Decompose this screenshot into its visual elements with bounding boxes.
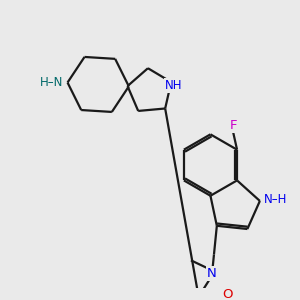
Text: H–N: H–N — [40, 76, 64, 89]
Text: NH: NH — [165, 80, 183, 92]
Text: N–H: N–H — [263, 194, 287, 206]
Text: F: F — [230, 119, 237, 132]
Text: O: O — [222, 288, 232, 300]
Text: N: N — [207, 267, 217, 280]
